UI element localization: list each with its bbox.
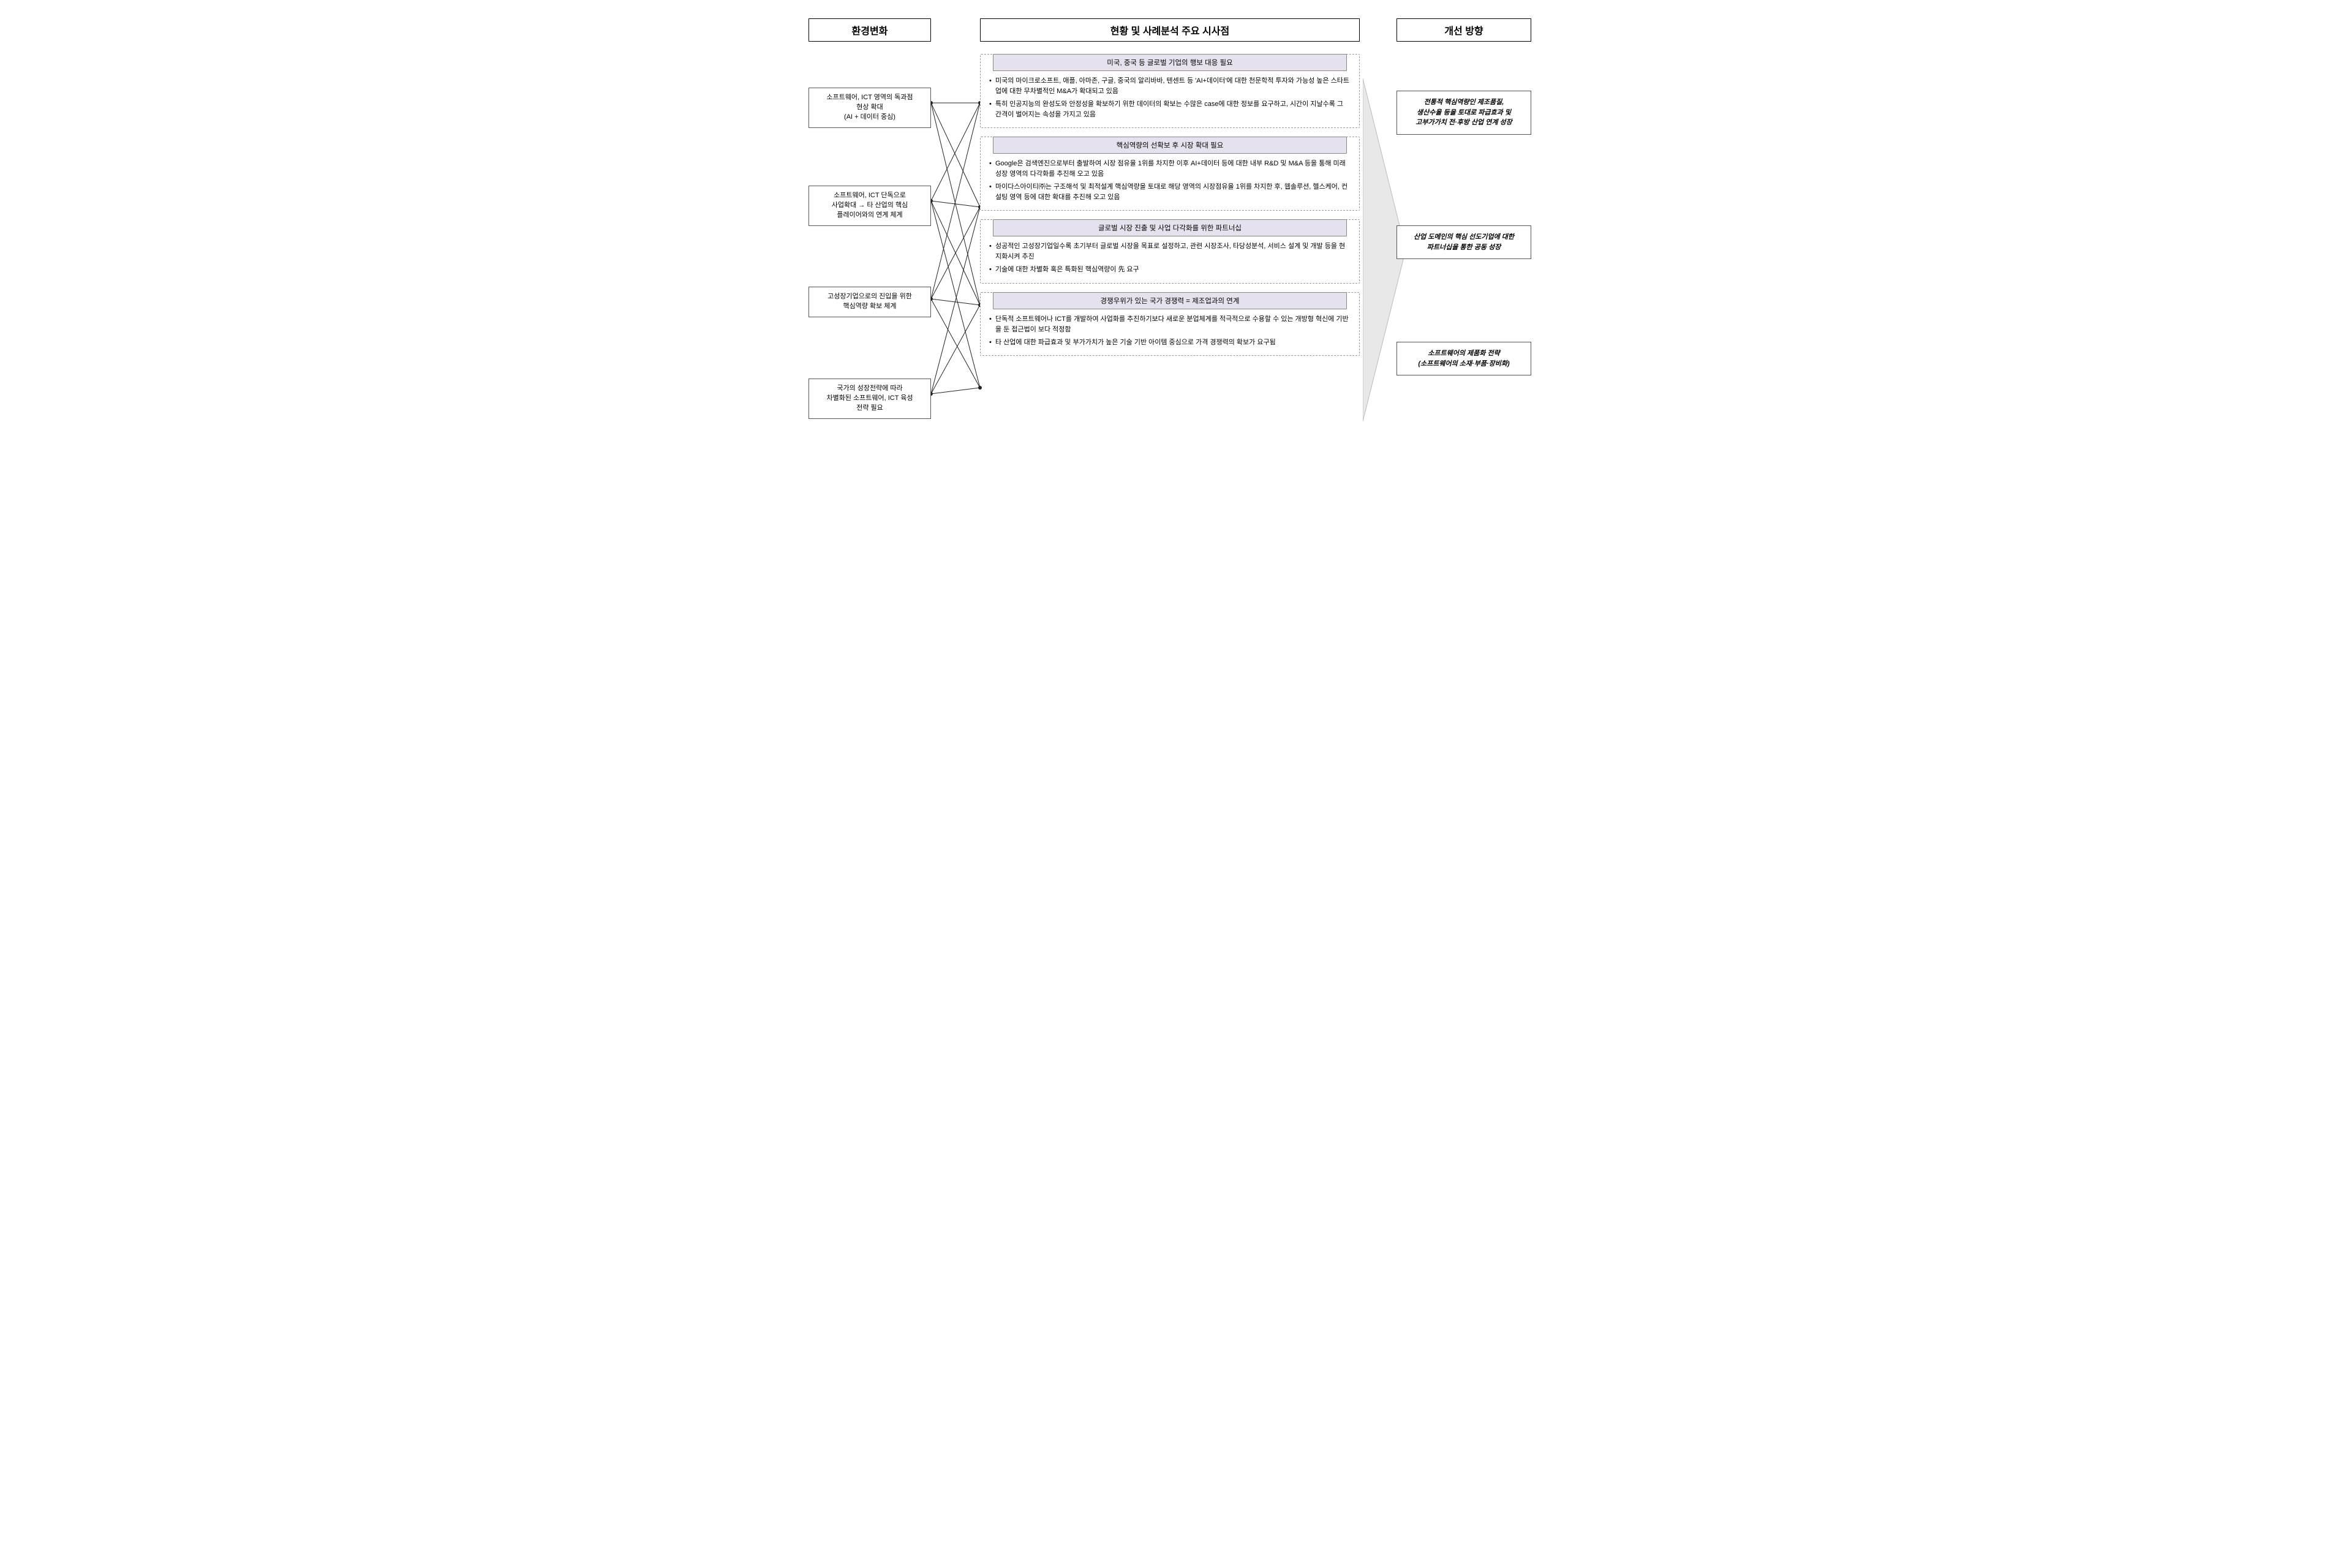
strategy-flow-diagram: 환경변화 현황 및 사례분석 주요 시사점 개선 방향 소프트웨어, ICT 영…	[809, 18, 1544, 446]
insight-group-1: 미국, 중국 등 글로벌 기업의 행보 대응 필요미국의 마이크로소프트, 애플…	[980, 54, 1360, 128]
improve-box-2: 산업 도메인의 핵심 선도기업에 대한파트너십을 통한 공동 성장	[1396, 225, 1531, 259]
insight-title-1: 미국, 중국 등 글로벌 기업의 행보 대응 필요	[993, 54, 1347, 71]
insight-2-bullet-1: Google은 검색엔진으로부터 출발하여 시장 점유율 1위를 차지한 이후 …	[989, 159, 1351, 179]
insights-column: 미국, 중국 등 글로벌 기업의 행보 대응 필요미국의 마이크로소프트, 애플…	[980, 54, 1360, 446]
header-env: 환경변화	[809, 18, 931, 42]
env-box-2: 소프트웨어, ICT 단독으로사업확대 → 타 산업의 핵심플레이어와의 연계 …	[809, 186, 931, 226]
insight-3-bullet-1: 성공적인 고성장기업일수록 초기부터 글로벌 시장을 목표로 설정하고, 관련 …	[989, 241, 1351, 262]
header-insights: 현황 및 사례분석 주요 시사점	[980, 18, 1360, 42]
column-headers: 환경변화 현황 및 사례분석 주요 시사점 개선 방향	[809, 18, 1544, 42]
insight-4-bullet-1: 단독적 소프트웨어나 ICT를 개발하여 사업화를 추진하기보다 새로운 분업체…	[989, 314, 1351, 335]
insight-group-3: 글로벌 시장 진출 및 사업 다각화를 위한 파트너십성공적인 고성장기업일수록…	[980, 219, 1360, 283]
improve-box-3: 소프트웨어의 제품화 전략(소프트웨어의 소재·부품·장비화)	[1396, 342, 1531, 375]
insight-4-bullet-2: 타 산업에 대한 파급효과 및 부가가치가 높은 기술 기반 아이템 중심으로 …	[989, 337, 1351, 348]
insight-title-4: 경쟁우위가 있는 국가 경쟁력 = 제조업과의 연계	[993, 292, 1347, 309]
env-box-1: 소프트웨어, ICT 영역의 독과점현상 확대(AI + 데이터 중심)	[809, 88, 931, 128]
insight-title-3: 글로벌 시장 진출 및 사업 다각화를 위한 파트너십	[993, 219, 1347, 236]
env-column: 소프트웨어, ICT 영역의 독과점현상 확대(AI + 데이터 중심) 소프트웨…	[809, 54, 931, 446]
insight-group-2: 핵심역량의 선확보 후 시장 확대 필요 Google은 검색엔진으로부터 출발하…	[980, 137, 1360, 211]
improve-column: 전통적 핵심역량인 제조품질,생산수율 등을 토대로 파급효과 및고부가가치 전…	[1396, 54, 1531, 446]
env-box-3: 고성장기업으로의 진입을 위한핵심역량 확보 체계	[809, 287, 931, 317]
insight-2-bullet-2: 마이다스아이티㈜는 구조해석 및 최적설계 핵심역량을 토대로 해당 영역의 시…	[989, 182, 1351, 203]
insight-3-bullet-2: 기술에 대한 차별화 혹은 특화된 핵심역량이 先 요구	[989, 265, 1351, 275]
diagram-body: 소프트웨어, ICT 영역의 독과점현상 확대(AI + 데이터 중심) 소프트웨…	[809, 54, 1544, 446]
env-box-4: 국가의 성장전략에 따라차별화된 소프트웨어, ICT 육성전략 필요	[809, 379, 931, 419]
insight-group-4: 경쟁우위가 있는 국가 경쟁력 = 제조업과의 연계단독적 소프트웨어나 ICT…	[980, 292, 1360, 356]
insight-1-bullet-2: 특히 인공지능의 완성도와 안정성을 확보하기 위한 데이터의 확보는 수많은 …	[989, 99, 1351, 120]
improve-box-1: 전통적 핵심역량인 제조품질,생산수율 등을 토대로 파급효과 및고부가가치 전…	[1396, 91, 1531, 135]
header-improve: 개선 방향	[1396, 18, 1531, 42]
insight-1-bullet-1: 미국의 마이크로소프트, 애플, 아마존, 구글, 중국의 알리바바, 텐센트 …	[989, 76, 1351, 97]
insight-title-2: 핵심역량의 선확보 후 시장 확대 필요	[993, 137, 1347, 154]
